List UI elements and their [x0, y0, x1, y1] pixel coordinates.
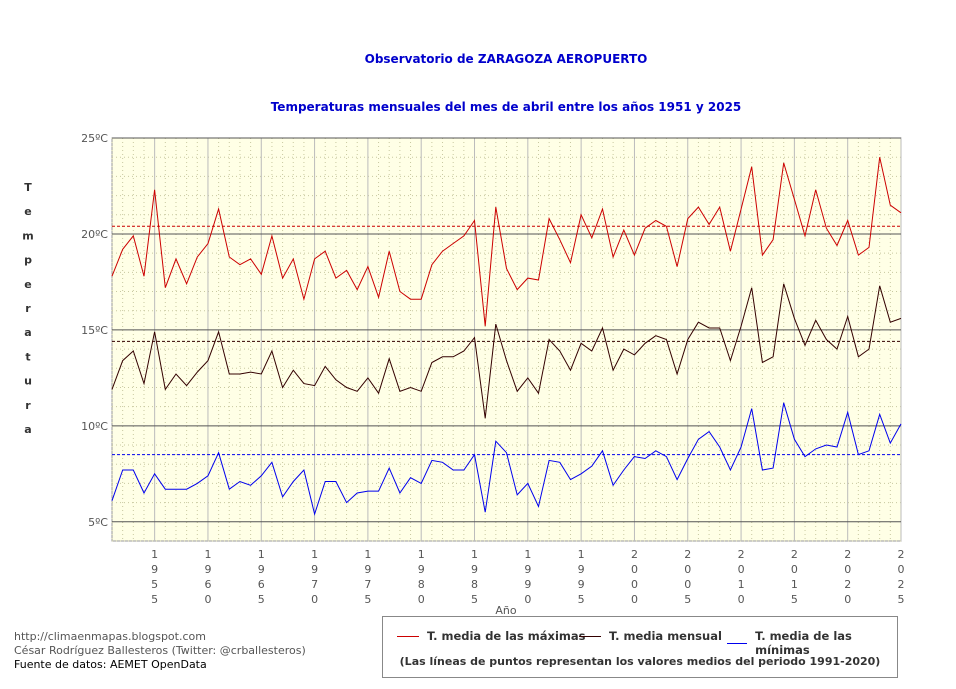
legend-swatch-min: [727, 642, 748, 644]
y-tick-label: 15ºC: [81, 324, 108, 337]
y-tick-label: 5ºC: [88, 516, 108, 529]
reference-lines: [112, 225, 901, 456]
series-line-0: [111, 157, 902, 327]
y-tick-label: 20ºC: [81, 228, 108, 241]
legend-item-min: T. media de las mínimas: [727, 629, 897, 657]
series-line-2: [111, 402, 902, 516]
chart-subtitle: Temperaturas mensuales del mes de abril …: [271, 100, 742, 114]
credits: http://climaenmapas.blogspot.com César R…: [14, 630, 306, 672]
legend-label-max: T. media de las máximas: [427, 629, 586, 643]
legend-swatch-mean: [579, 635, 601, 637]
series-lines: [111, 157, 902, 516]
legend-item-max: T. media de las máximas: [397, 629, 585, 643]
legend-swatch-max: [397, 635, 419, 637]
series-line-1: [111, 283, 902, 419]
data-source: Fuente de datos: AEMET OpenData: [14, 658, 207, 671]
y-axis-ticks: 5ºC 10ºC 15ºC 20ºC 25ºC: [81, 132, 108, 529]
legend-label-min: T. media de las mínimas: [755, 629, 852, 657]
x-axis-label: Año: [495, 604, 516, 615]
legend-note: (Las líneas de puntos representan los va…: [399, 655, 881, 668]
legend-item-mean: T. media mensual: [579, 629, 722, 643]
temperature-chart: Observatorio de ZARAGOZA AEROPUERTO Temp…: [22, 52, 904, 615]
legend: T. media de las máximas T. media mensual…: [382, 616, 898, 678]
y-tick-label: 10ºC: [81, 420, 108, 433]
plot-area: [111, 137, 902, 542]
legend-label-mean: T. media mensual: [609, 629, 722, 643]
chart-title: Observatorio de ZARAGOZA AEROPUERTO: [365, 52, 648, 66]
author-credit: César Rodríguez Ballesteros (Twitter: @c…: [14, 644, 306, 657]
y-tick-label: 25ºC: [81, 132, 108, 145]
x-axis-ticks: 1 9 5 5 1 9 6 0 1 9 6 5 1 9 7 0 1 9 7 5 1 9 8 0 1 9 8 5 1 9 9 0 1 9 9 5 2 0 0 0…: [151, 548, 904, 606]
blog-url[interactable]: http://climaenmapas.blogspot.com: [14, 630, 206, 643]
